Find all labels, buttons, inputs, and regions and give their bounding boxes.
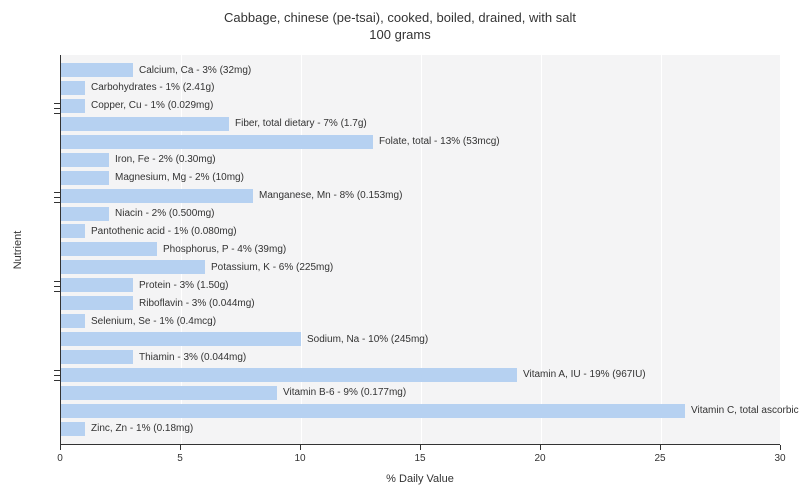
bar-row: Iron, Fe - 2% (0.30mg): [61, 153, 780, 167]
bar-label: Calcium, Ca - 3% (32mg): [133, 65, 251, 76]
bar: [61, 117, 229, 131]
bar-label: Manganese, Mn - 8% (0.153mg): [253, 190, 402, 201]
bar-label: Vitamin B-6 - 9% (0.177mg): [277, 387, 406, 398]
y-tick-group: [54, 367, 60, 383]
bar: [61, 99, 85, 113]
chart-title-line2: 100 grams: [0, 27, 800, 44]
y-tick-group: [54, 278, 60, 294]
bar-label: Selenium, Se - 1% (0.4mcg): [85, 316, 216, 327]
x-tick-mark: [540, 445, 541, 450]
bar-label: Riboflavin - 3% (0.044mg): [133, 298, 255, 309]
plot-area: Calcium, Ca - 3% (32mg) Carbohydrates - 1…: [60, 55, 780, 445]
bar: [61, 332, 301, 346]
bar-label: Copper, Cu - 1% (0.029mg): [85, 100, 213, 111]
x-tick-label: 15: [414, 453, 425, 464]
y-tick-group: [54, 100, 60, 116]
bar-label: Zinc, Zn - 1% (0.18mg): [85, 423, 193, 434]
bar-row: Folate, total - 13% (53mcg): [61, 135, 780, 149]
bar: [61, 224, 85, 238]
bar-label: Fiber, total dietary - 7% (1.7g): [229, 118, 367, 129]
bar: [61, 171, 109, 185]
bar-label: Niacin - 2% (0.500mg): [109, 208, 214, 219]
bar-label: Iron, Fe - 2% (0.30mg): [109, 154, 216, 165]
bar: [61, 135, 373, 149]
x-tick-label: 0: [57, 453, 63, 464]
bar-label: Sodium, Na - 10% (245mg): [301, 334, 428, 345]
bar: [61, 260, 205, 274]
bar: [61, 314, 85, 328]
bar: [61, 422, 85, 436]
x-tick-label: 10: [294, 453, 305, 464]
chart-title: Cabbage, chinese (pe-tsai), cooked, boil…: [0, 0, 800, 44]
x-tick-label: 5: [177, 453, 183, 464]
bar-label: Thiamin - 3% (0.044mg): [133, 352, 246, 363]
x-tick-label: 30: [774, 453, 785, 464]
bar-row: Sodium, Na - 10% (245mg): [61, 332, 780, 346]
bar-row: Phosphorus, P - 4% (39mg): [61, 242, 780, 256]
bar-label: Magnesium, Mg - 2% (10mg): [109, 172, 244, 183]
bar-row: Niacin - 2% (0.500mg): [61, 207, 780, 221]
bar-row: Protein - 3% (1.50g): [61, 278, 780, 292]
bar-row: Fiber, total dietary - 7% (1.7g): [61, 117, 780, 131]
bar-label: Carbohydrates - 1% (2.41g): [85, 82, 214, 93]
bar-row: Calcium, Ca - 3% (32mg): [61, 63, 780, 77]
y-axis-label: Nutrient: [12, 231, 24, 270]
bar: [61, 242, 157, 256]
bar: [61, 189, 253, 203]
chart-title-line1: Cabbage, chinese (pe-tsai), cooked, boil…: [0, 10, 800, 27]
bar-label: Potassium, K - 6% (225mg): [205, 262, 333, 273]
bar-label: Vitamin C, total ascorbic acid - 26% (15…: [685, 405, 800, 416]
x-tick-mark: [300, 445, 301, 450]
nutrient-chart: Cabbage, chinese (pe-tsai), cooked, boil…: [0, 0, 800, 500]
bar-row: Selenium, Se - 1% (0.4mcg): [61, 314, 780, 328]
bar-row: Potassium, K - 6% (225mg): [61, 260, 780, 274]
bar: [61, 207, 109, 221]
bar-row: Pantothenic acid - 1% (0.080mg): [61, 224, 780, 238]
bar-row: Vitamin A, IU - 19% (967IU): [61, 368, 780, 382]
bar-label: Phosphorus, P - 4% (39mg): [157, 244, 286, 255]
x-tick-mark: [660, 445, 661, 450]
bar-row: Thiamin - 3% (0.044mg): [61, 350, 780, 364]
bar: [61, 404, 685, 418]
bar-label: Vitamin A, IU - 19% (967IU): [517, 369, 646, 380]
bar-row: Vitamin B-6 - 9% (0.177mg): [61, 386, 780, 400]
bar-row: Magnesium, Mg - 2% (10mg): [61, 171, 780, 185]
x-tick-mark: [780, 445, 781, 450]
bar: [61, 386, 277, 400]
x-tick-label: 25: [654, 453, 665, 464]
bar-row: Vitamin C, total ascorbic acid - 26% (15…: [61, 404, 780, 418]
gridline: [781, 55, 782, 444]
bar: [61, 350, 133, 364]
x-tick-label: 20: [534, 453, 545, 464]
bar-row: Riboflavin - 3% (0.044mg): [61, 296, 780, 310]
bar-label: Folate, total - 13% (53mcg): [373, 136, 500, 147]
bar: [61, 153, 109, 167]
x-tick-mark: [420, 445, 421, 450]
x-axis-label: % Daily Value: [386, 473, 454, 485]
bar-row: Zinc, Zn - 1% (0.18mg): [61, 422, 780, 436]
bar: [61, 296, 133, 310]
y-tick-group: [54, 189, 60, 205]
bar: [61, 278, 133, 292]
bar-row: Carbohydrates - 1% (2.41g): [61, 81, 780, 95]
x-tick-mark: [180, 445, 181, 450]
bar-label: Pantothenic acid - 1% (0.080mg): [85, 226, 237, 237]
bar-row: Manganese, Mn - 8% (0.153mg): [61, 189, 780, 203]
bars-container: Calcium, Ca - 3% (32mg) Carbohydrates - 1…: [61, 63, 780, 436]
x-tick-mark: [60, 445, 61, 450]
bar-row: Copper, Cu - 1% (0.029mg): [61, 99, 780, 113]
bar: [61, 63, 133, 77]
bar-label: Protein - 3% (1.50g): [133, 280, 229, 291]
bar: [61, 368, 517, 382]
bar: [61, 81, 85, 95]
